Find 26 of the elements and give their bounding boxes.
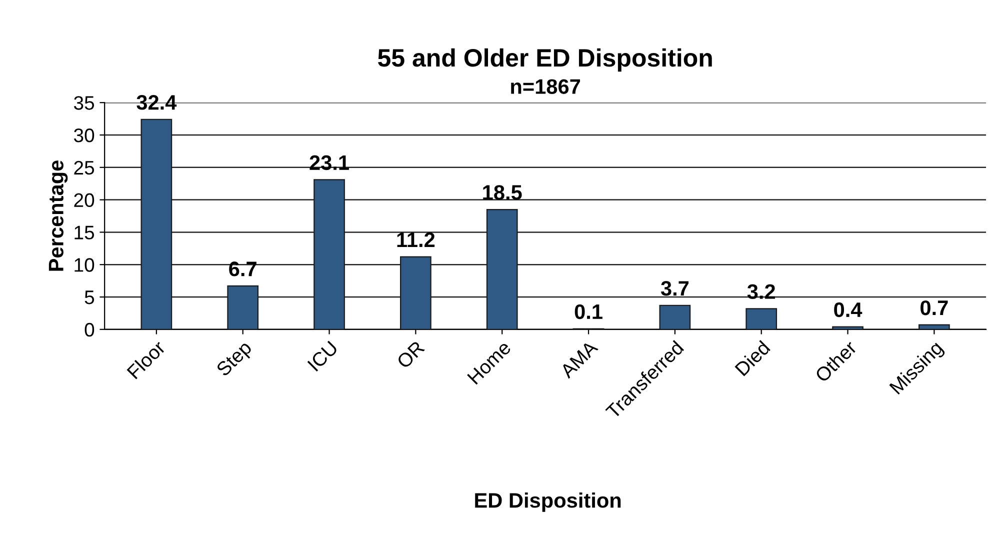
y-tick-label: 30 (74, 128, 94, 142)
y-tick-label: 20 (74, 193, 94, 208)
data-label: 18.5 (483, 185, 522, 200)
y-tick-label: 25 (74, 160, 94, 175)
data-label: 0.7 (920, 300, 948, 316)
data-label: 11.2 (397, 232, 435, 247)
x-axis-title: ED Disposition (475, 492, 621, 512)
x-tick-label: ICU (307, 340, 338, 372)
y-tick-label: 15 (74, 226, 94, 240)
bar (746, 308, 778, 330)
chart-title: 55 and Older ED Disposition (378, 48, 712, 72)
data-label: 3.7 (660, 281, 689, 296)
text: n=1867 (511, 79, 580, 94)
y-axis-title: Percentage (48, 160, 68, 271)
data-label: 6.7 (229, 262, 256, 276)
data-label: 0.4 (834, 302, 862, 318)
y-tick-label: 35 (74, 96, 94, 110)
y-tick-label: 0 (84, 322, 94, 337)
data-label: 3.2 (747, 284, 775, 300)
y-tick-label: 5 (84, 290, 94, 304)
bar (659, 304, 691, 330)
y-tick-label: 10 (74, 258, 94, 272)
data-label: 23.1 (310, 155, 349, 170)
data-label: 0.1 (574, 304, 602, 320)
x-tick-label: OR (396, 340, 426, 370)
x-tick-label: Step (216, 340, 256, 380)
